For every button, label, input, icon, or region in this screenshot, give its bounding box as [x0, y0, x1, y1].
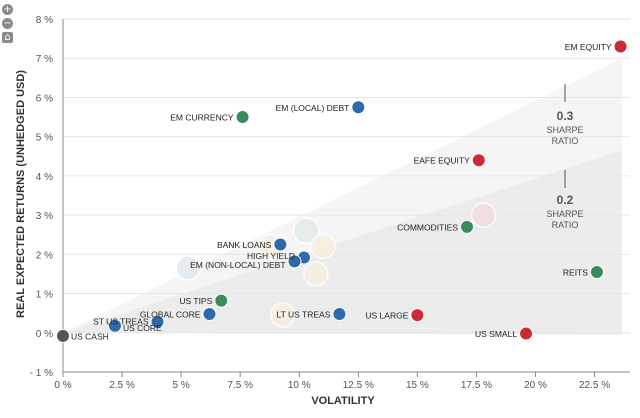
background-bubble [303, 261, 329, 287]
point-label: US SMALL [475, 329, 517, 339]
x-tick-label: 5 % [173, 380, 190, 391]
point-label: US CASH [71, 331, 109, 341]
sharpe-ratio-value: 0.2 [557, 193, 574, 207]
y-tick-label: 1 % [36, 290, 53, 301]
data-point [107, 318, 122, 333]
x-tick-label: 0 % [54, 380, 71, 391]
zoom-out-button[interactable]: − [2, 18, 13, 29]
grid-lines [63, 18, 630, 373]
x-tick-label: 17.5 % [461, 380, 492, 391]
y-tick-label: 2 % [36, 250, 53, 261]
x-tick-label: 22.5 % [579, 380, 610, 391]
y-axis-label: REAL EXPECTED RETURNS (UNHEDGED USD) [15, 70, 27, 318]
point-label: HIGH YIELD [247, 251, 295, 261]
point-label: EAFE EQUITY [414, 156, 471, 166]
sharpe-bands [63, 58, 622, 335]
data-point [410, 308, 425, 323]
data-point [589, 264, 604, 279]
sharpe-ratio-caption: RATIO [552, 220, 579, 230]
point-label: ST US TREAS [93, 316, 149, 326]
background-bubble [175, 255, 201, 281]
y-tick-label: - 1 % [30, 368, 53, 379]
data-point [519, 326, 534, 341]
x-tick-label: 15 % [406, 380, 429, 391]
data-point [214, 293, 229, 308]
sharpe-ratio-value: 0.3 [557, 109, 574, 123]
y-tick-label: 3 % [36, 211, 53, 222]
y-tick-label: 4 % [36, 172, 53, 183]
x-tick-label: 7.5 % [227, 380, 253, 391]
zoom-in-button[interactable]: + [2, 4, 13, 15]
data-point [351, 100, 366, 115]
data-point [150, 314, 165, 329]
x-axis-label: VOLATILITY [311, 395, 375, 407]
point-label: EM EQUITY [565, 42, 612, 52]
point-labels: EM EQUITY EM (LOCAL) DEBT EM CURRENCY EAFE … [71, 42, 612, 341]
point-label: BANK LOANS [217, 240, 272, 250]
point-label: US LARGE [365, 311, 408, 321]
background-bubble [269, 302, 296, 328]
point-label: EM (NON-LOCAL) DEBT [190, 260, 285, 270]
point-label: EM (LOCAL) DEBT [276, 103, 350, 113]
data-point [332, 306, 347, 321]
point-label: COMMODITIES [397, 222, 458, 232]
axes: - 1 %0 %1 %2 %3 %4 %5 %6 %7 %8 %0 % 2.5 %… [30, 15, 630, 391]
point-label: GLOBAL CORE [140, 309, 201, 319]
data-point [287, 254, 302, 269]
data-point [273, 237, 288, 252]
y-tick-label: 0 % [36, 329, 53, 340]
x-tick-label: 2.5 % [109, 380, 135, 391]
sharpe-ratio-caption: RATIO [552, 136, 579, 146]
data-point [202, 306, 217, 321]
data-point [471, 153, 486, 168]
point-label: US CORE [123, 323, 162, 333]
data-point [235, 110, 250, 125]
x-tick-label: 10 % [288, 380, 311, 391]
data-point [56, 328, 70, 343]
point-label: EM CURRENCY [170, 113, 234, 123]
sharpe-ratio-caption: SHARPE [546, 209, 583, 219]
y-tick-label: 7 % [36, 54, 53, 65]
data-point [613, 39, 628, 54]
background-bubble [310, 233, 336, 260]
background-bubbles [175, 202, 497, 328]
sharpe-ratio-caption: SHARPE [546, 125, 583, 135]
x-tick-label: 12.5 % [343, 380, 374, 391]
y-tick-label: 5 % [36, 133, 53, 144]
chart-toolbar: + − ⌂ [2, 4, 15, 46]
y-tick-label: 8 % [36, 15, 53, 26]
data-point [459, 219, 474, 234]
background-bubble [470, 202, 497, 228]
point-label: LT US TREAS [277, 309, 331, 319]
point-label: US TIPS [179, 296, 212, 306]
data-points [56, 39, 628, 343]
point-label: REITS [563, 267, 588, 277]
x-tick-label: 20 % [524, 380, 547, 391]
home-button[interactable]: ⌂ [2, 32, 13, 43]
y-tick-label: 6 % [36, 93, 53, 104]
background-bubble [292, 217, 320, 245]
sharpe-band-inner [63, 150, 622, 335]
